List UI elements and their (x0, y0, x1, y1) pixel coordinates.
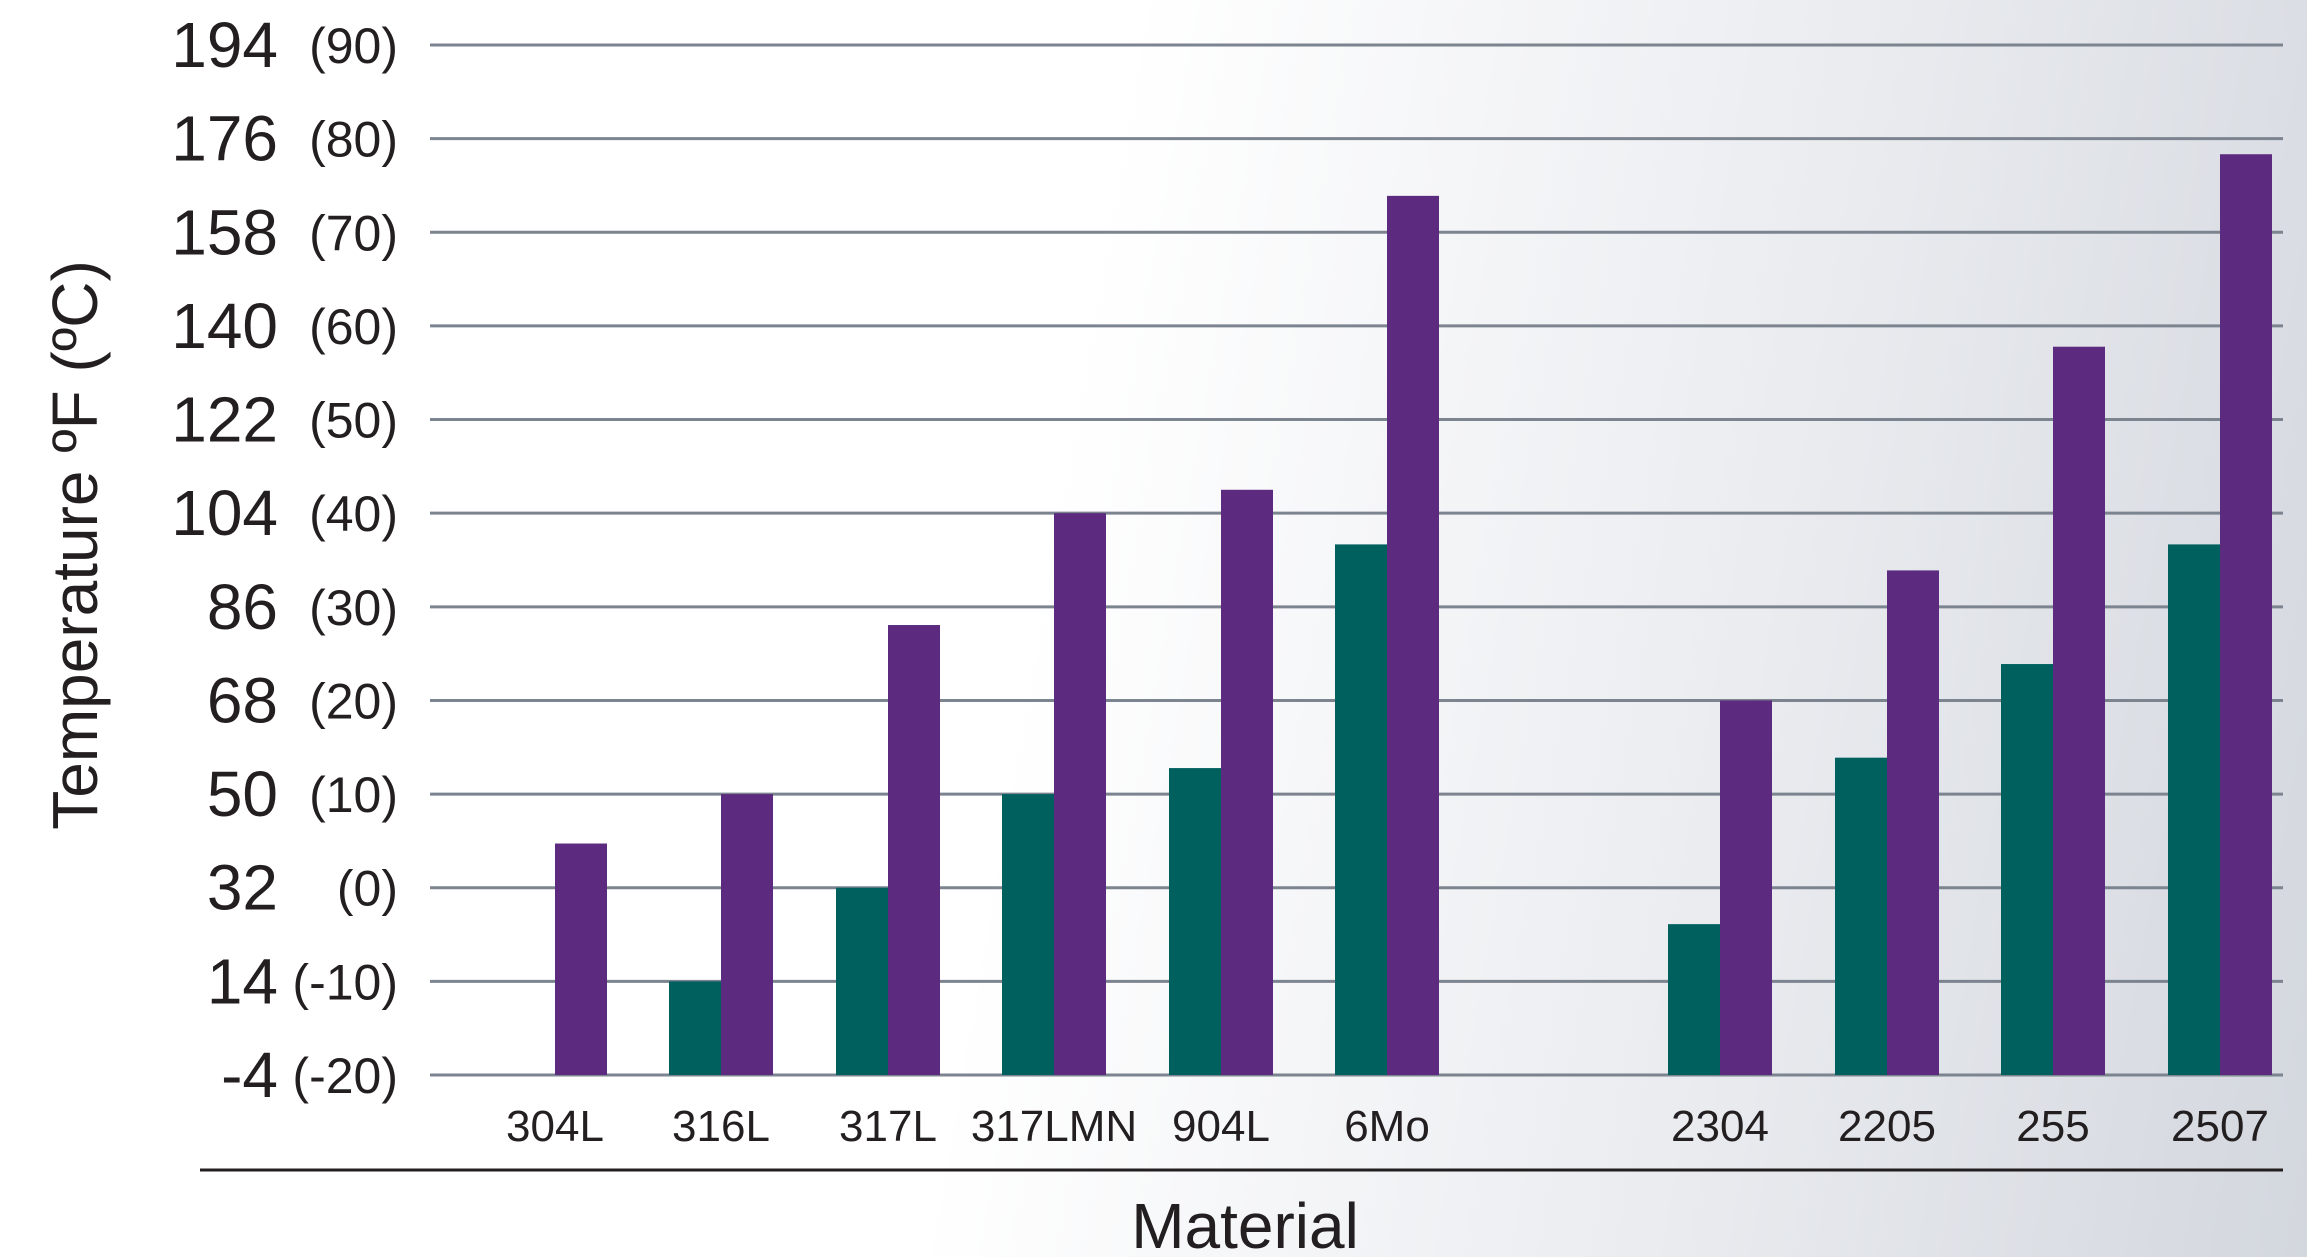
bar-series-2-2304 (1720, 700, 1772, 1075)
y-tick-label-f: 194 (171, 9, 278, 81)
bar-series-1-2507 (2168, 544, 2220, 1075)
y-tick-label-f: -4 (221, 1039, 278, 1111)
bar-series-1-6mo (1335, 544, 1387, 1075)
y-tick-label-f: 140 (171, 290, 278, 362)
bar-series-2-316l (721, 794, 773, 1075)
x-tick-label: 317LMN (971, 1102, 1137, 1151)
y-tick-label-f: 104 (171, 477, 278, 549)
x-tick-label: 304L (506, 1102, 604, 1151)
bar-series-1-904l (1169, 768, 1221, 1075)
bar-series-1-317lmn (1002, 794, 1054, 1075)
bar-series-2-304l (555, 843, 607, 1075)
x-tick-label: 904L (1172, 1102, 1270, 1151)
y-tick-label-f: 32 (207, 852, 278, 924)
x-tick-label: 6Mo (1344, 1102, 1430, 1151)
y-tick-label-f: 176 (171, 103, 278, 175)
bar-series-2-904l (1221, 489, 1273, 1076)
y-tick-label-c: (80) (309, 112, 398, 168)
y-tick-label-c: (-10) (292, 954, 398, 1010)
bar-series-1-255 (2001, 664, 2053, 1075)
y-tick-label-c: (70) (309, 205, 398, 261)
y-tick-label-c: (0) (337, 861, 398, 917)
y-tick-label-c: (10) (309, 767, 398, 823)
bar-series-1-316l (669, 981, 721, 1075)
y-tick-label-f: 14 (207, 945, 278, 1017)
bar-series-1-2205 (1835, 757, 1887, 1075)
y-tick-label-c: (90) (309, 18, 398, 74)
bar-series-1-317l (836, 887, 888, 1075)
y-tick-label-c: (-20) (292, 1048, 398, 1104)
y-tick-label-c: (30) (309, 580, 398, 636)
y-tick-label-c: (40) (309, 486, 398, 542)
bar-series-2-317l (888, 625, 940, 1075)
y-tick-labels: 194 (90) 176 (80) 158 (70) 140 (60) 122 (50) 104 (4… (171, 9, 398, 1111)
bar-series-1-2304 (1668, 924, 1720, 1075)
x-tick-labels: 304L 316L 317L 317LMN 904L 6Mo 2304 2205 255 2507 (506, 1102, 2269, 1151)
y-tick-label-c: (50) (309, 393, 398, 449)
y-tick-label-f: 50 (207, 758, 278, 830)
bar-series-2-255 (2053, 346, 2105, 1075)
x-axis-title: Material (1131, 1190, 1359, 1257)
bar-series-2-2507 (2220, 154, 2272, 1075)
x-tick-label: 317L (839, 1102, 937, 1151)
x-tick-label: 316L (672, 1102, 770, 1151)
y-tick-label-c: (60) (309, 299, 398, 355)
y-tick-label-f: 122 (171, 384, 278, 456)
x-tick-label: 2205 (1838, 1102, 1936, 1151)
bar-series-2-6mo (1387, 195, 1439, 1075)
x-tick-label: 255 (2016, 1102, 2089, 1151)
x-tick-label: 2304 (1671, 1102, 1769, 1151)
bar-series-2-317lmn (1054, 513, 1106, 1075)
y-tick-label-f: 68 (207, 664, 278, 736)
bar-series-2-2205 (1887, 570, 1939, 1075)
y-tick-label-f: 86 (207, 571, 278, 643)
y-axis-title: Temperature ºF (ºC) (39, 260, 111, 830)
bars (555, 154, 2272, 1076)
y-tick-label-f: 158 (171, 196, 278, 268)
x-tick-label: 2507 (2171, 1102, 2269, 1151)
y-tick-label-c: (20) (309, 673, 398, 729)
